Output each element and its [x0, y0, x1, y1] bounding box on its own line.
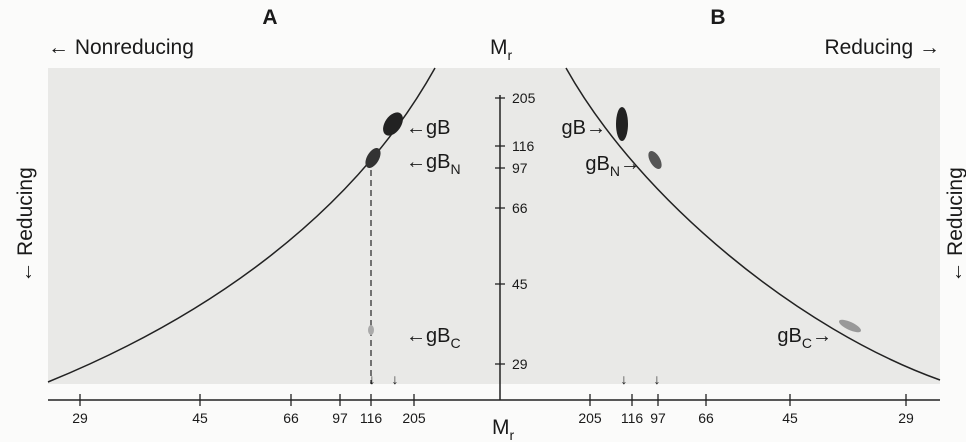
spot-arrow: →: [620, 153, 640, 175]
tick-label: 45: [512, 276, 528, 292]
tick-label: 116: [360, 410, 383, 426]
spot-text: gB: [585, 153, 609, 175]
tick-label: 29: [72, 410, 88, 426]
spot-arrow: →: [586, 117, 606, 139]
spot-sub: C: [450, 335, 460, 351]
tick-label: 116: [621, 410, 644, 426]
tick-label: 29: [898, 410, 914, 426]
tick-label: 116: [512, 138, 535, 154]
header-right: Reducing →: [824, 36, 940, 59]
spot-sub: N: [450, 161, 460, 177]
tick-label: 45: [192, 410, 208, 426]
tick-label: 29: [512, 356, 528, 372]
header-left: ← Nonreducing: [48, 36, 194, 59]
spot-arrow: →: [812, 325, 832, 347]
panel-label: A: [262, 6, 277, 29]
spot-text: gB: [562, 117, 586, 139]
tick-label: 45: [782, 410, 798, 426]
tick-label: 97: [650, 410, 666, 426]
spot: [368, 325, 374, 335]
arrow-mark: ↓: [392, 371, 399, 387]
tick-label: 66: [512, 200, 528, 216]
spot-sub: N: [610, 163, 620, 179]
spot: [616, 107, 628, 141]
tick-label: 205: [578, 410, 602, 426]
figure: ↓ ↓ ↓ ↓ A B ← Nonreducing Reducing → Mr …: [0, 0, 966, 442]
spot-label: ←gB: [406, 117, 450, 139]
arrow-mark: ↓: [621, 371, 628, 387]
tick-label: 97: [512, 160, 528, 176]
tick-label: 205: [512, 90, 536, 106]
spot-label: gB→: [562, 117, 606, 139]
tick-label: 205: [402, 410, 426, 426]
arrow-mark: ↓: [654, 371, 661, 387]
tick-label: 66: [698, 410, 714, 426]
side-left: ← Reducing: [14, 167, 37, 283]
spot-text: ←gB: [406, 117, 450, 139]
tick-label: 66: [283, 410, 299, 426]
spot-text: gB: [777, 325, 801, 347]
spot-text: ←gB: [406, 325, 450, 347]
spot-sub: C: [802, 335, 812, 351]
panel-label: B: [710, 6, 725, 29]
arrow-mark: ↓: [369, 371, 376, 387]
tick-label: 97: [332, 410, 348, 426]
spot-text: ←gB: [406, 151, 450, 173]
side-right: ← Reducing: [944, 167, 966, 283]
